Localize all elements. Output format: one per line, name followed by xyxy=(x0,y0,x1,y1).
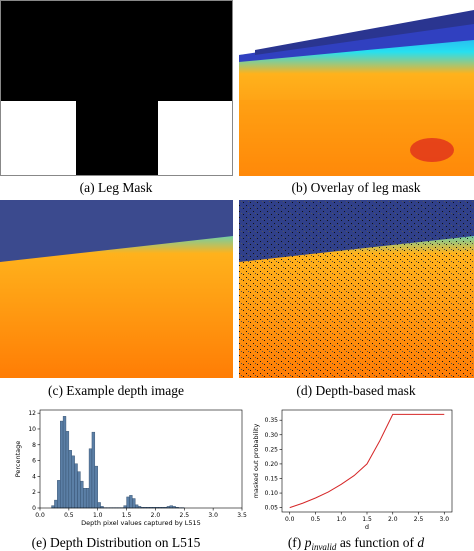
x-tick-label: 1.0 xyxy=(336,516,346,523)
caption-subscript: invalid xyxy=(311,542,336,551)
y-tick-label: 6 xyxy=(32,458,36,465)
x-tick-label: 0.0 xyxy=(285,516,295,523)
x-axis-label: Depth pixel values captured by L515 xyxy=(81,519,201,527)
caption-label: (f) xyxy=(288,535,302,550)
y-tick-label: 0 xyxy=(32,505,36,512)
caption: (e) Depth Distribution on L515 xyxy=(32,535,201,550)
y-tick-label: 12 xyxy=(28,410,36,417)
y-tick-label: 10 xyxy=(28,426,36,433)
y-tick-label: 4 xyxy=(32,473,36,480)
x-tick-label: 3.0 xyxy=(439,516,449,523)
caption: (c) Example depth image xyxy=(48,383,184,398)
caption-variable: d xyxy=(417,535,424,550)
bar xyxy=(94,465,98,509)
y-tick-label: 0.30 xyxy=(265,432,279,439)
bar xyxy=(71,455,75,509)
bar xyxy=(60,420,64,509)
depth-image xyxy=(0,200,233,378)
y-tick-label: 0.05 xyxy=(265,505,279,512)
bar xyxy=(65,431,70,509)
caption: (f) pinvalid as function of d xyxy=(288,535,425,551)
leg-mask-image xyxy=(0,0,233,176)
bar xyxy=(54,499,58,509)
bar xyxy=(129,495,133,509)
x-tick-label: 2.0 xyxy=(388,516,398,523)
y-axis-label: Percentage xyxy=(14,441,22,478)
bar xyxy=(135,504,139,509)
bar xyxy=(169,505,173,509)
x-tick-label: 3.5 xyxy=(237,512,247,519)
bar xyxy=(123,505,127,509)
bar xyxy=(126,496,130,509)
depth-mask-image xyxy=(239,200,474,378)
x-tick-label: 2.5 xyxy=(180,512,190,519)
caption: (b) Overlay of leg mask xyxy=(292,180,421,195)
x-tick-label: 1.0 xyxy=(93,512,103,519)
x-tick-label: 2.0 xyxy=(151,512,161,519)
caption-text: as function of xyxy=(340,535,415,550)
bar xyxy=(57,480,61,509)
axes-frame xyxy=(39,409,243,509)
bar xyxy=(51,505,55,509)
y-tick-label: 0.25 xyxy=(265,446,279,453)
bar xyxy=(132,498,136,509)
x-tick-label: 1.5 xyxy=(122,512,132,519)
x-tick-label: 1.5 xyxy=(362,516,372,523)
caption: (d) Depth-based mask xyxy=(296,383,415,398)
axes-frame xyxy=(281,409,453,513)
y-axis-label: masked out probability xyxy=(252,423,260,498)
overlay-image xyxy=(239,0,474,176)
y-tick-label: 0.35 xyxy=(265,417,279,424)
x-tick-label: 0.5 xyxy=(64,512,74,519)
bar xyxy=(77,471,81,509)
y-tick-label: 0.15 xyxy=(265,475,279,482)
x-axis-label: d xyxy=(365,523,369,531)
x-tick-label: 0.0 xyxy=(35,512,45,519)
y-tick-label: 0.20 xyxy=(265,461,279,468)
bar xyxy=(68,450,72,509)
y-tick-label: 0.10 xyxy=(265,490,279,497)
bar xyxy=(83,488,87,509)
bar xyxy=(80,480,84,509)
x-tick-label: 2.5 xyxy=(414,516,424,523)
bar xyxy=(85,488,90,509)
y-tick-label: 2 xyxy=(32,489,36,496)
bar xyxy=(62,416,67,509)
bar xyxy=(91,431,96,509)
y-tick-label: 8 xyxy=(32,442,36,449)
x-tick-label: 0.5 xyxy=(311,516,321,523)
line xyxy=(289,413,445,509)
bar xyxy=(88,448,93,509)
caption: (a) Leg Mask xyxy=(80,180,153,195)
x-tick-label: 3.0 xyxy=(208,512,218,519)
bar xyxy=(97,502,101,509)
bar xyxy=(74,463,78,509)
caption-symbol: p xyxy=(304,535,312,550)
